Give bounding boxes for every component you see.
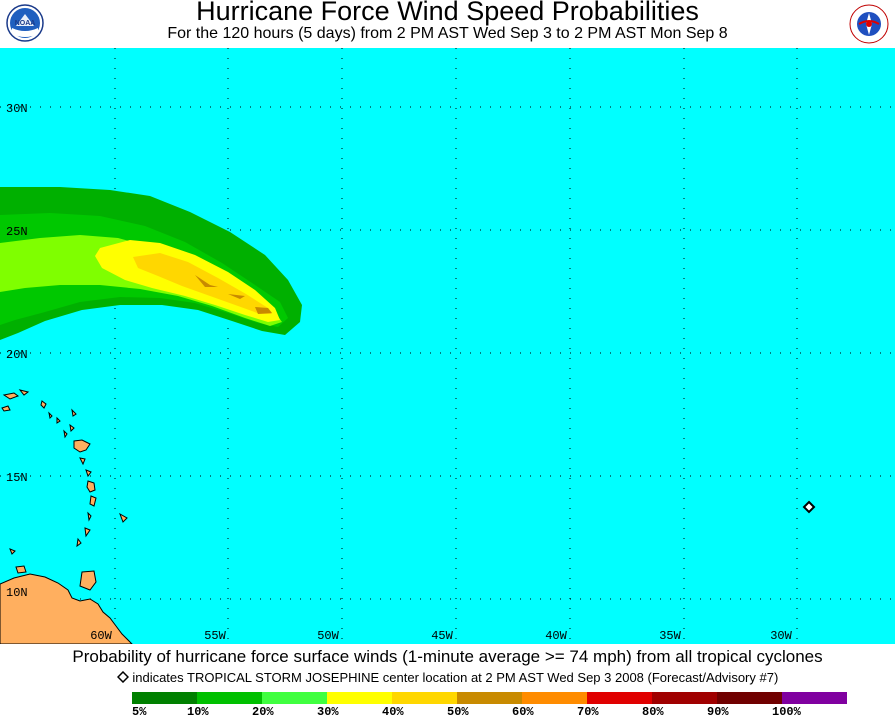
island (15, 565, 27, 574)
island (63, 429, 68, 439)
legend-label: 90% (707, 705, 729, 719)
legend-swatch (327, 692, 392, 704)
island (71, 408, 77, 417)
lon-label: 35W (659, 629, 681, 643)
lat-label: 30N (6, 102, 28, 116)
page-subtitle: For the 120 hours (5 days) from 2 PM AST… (167, 25, 728, 42)
island (85, 469, 92, 478)
legend-label: 5% (132, 705, 147, 719)
lon-label: 55W (204, 629, 226, 643)
island (56, 416, 61, 424)
legend-swatch (132, 692, 197, 704)
island (1, 405, 11, 412)
legend-label: 10% (187, 705, 209, 719)
latitude-labels: 30N 25N 20N 15N 10N (6, 102, 28, 600)
island (89, 495, 97, 507)
island (2, 392, 20, 400)
legend-swatch (652, 692, 717, 704)
band-50-b (228, 294, 245, 299)
header: NOAA Hurricane Force Wind Speed Probabil… (0, 0, 895, 48)
noaa-logo-text: NOAA (15, 20, 36, 27)
legend-swatch (197, 692, 262, 704)
island (48, 411, 53, 420)
lon-label: 40W (545, 629, 567, 643)
legend-swatch (457, 692, 522, 704)
island (79, 457, 86, 466)
probability-swath (0, 187, 302, 340)
legend-label: 40% (382, 705, 404, 719)
legend-label: 60% (512, 705, 534, 719)
ocean (0, 48, 895, 644)
island (87, 511, 92, 522)
legend-label: 20% (252, 705, 274, 719)
storm-center-diamond-icon (802, 500, 816, 514)
band-50-c (195, 275, 218, 287)
lon-label: 50W (317, 629, 339, 643)
island (9, 548, 16, 555)
island (73, 439, 91, 453)
island (84, 527, 91, 538)
map-caption: Probability of hurricane force surface w… (72, 647, 823, 666)
legend-swatch (717, 692, 782, 704)
lon-label: 30W (770, 629, 792, 643)
legend-swatch (587, 692, 652, 704)
diamond-icon (116, 670, 129, 684)
lat-label: 25N (6, 225, 28, 239)
legend: 5% 10% 20% 30% 40% 50% 60% 70% 80% 90% 100% (0, 690, 895, 719)
noaa-logo: NOAA (6, 4, 44, 47)
lon-label: 45W (431, 629, 453, 643)
footer: Probability of hurricane force surface w… (0, 644, 895, 719)
longitude-labels: 60W 55W 50W 45W 40W 35W 30W (90, 629, 792, 643)
probability-map: 30N 25N 20N 15N 10N 60W 55W 50W 45W 40W … (0, 48, 895, 644)
legend-label: 50% (447, 705, 469, 719)
legend-label: 80% (642, 705, 664, 719)
storm-note-text: indicates TROPICAL STORM JOSEPHINE cente… (132, 670, 779, 685)
band-50-a (255, 307, 272, 314)
legend-label: 30% (317, 705, 339, 719)
island (79, 570, 97, 591)
island (76, 537, 82, 548)
islands (1, 389, 128, 591)
landmass (0, 573, 133, 644)
island (40, 400, 47, 409)
legend-swatch (782, 692, 847, 704)
legend-label: 100% (772, 705, 801, 719)
island (86, 480, 96, 493)
island (18, 389, 30, 396)
storm-note: indicates TROPICAL STORM JOSEPHINE cente… (0, 670, 895, 685)
lon-label: 60W (90, 629, 112, 643)
legend-swatch (262, 692, 327, 704)
lat-label: 10N (6, 586, 28, 600)
lat-label: 15N (6, 471, 28, 485)
island (69, 423, 75, 433)
lat-label: 20N (6, 348, 28, 362)
page-title: Hurricane Force Wind Speed Probabilities (196, 0, 699, 26)
nws-logo (849, 4, 889, 49)
legend-swatch (522, 692, 587, 704)
legend-swatch (392, 692, 457, 704)
legend-label: 70% (577, 705, 599, 719)
island (119, 512, 128, 523)
